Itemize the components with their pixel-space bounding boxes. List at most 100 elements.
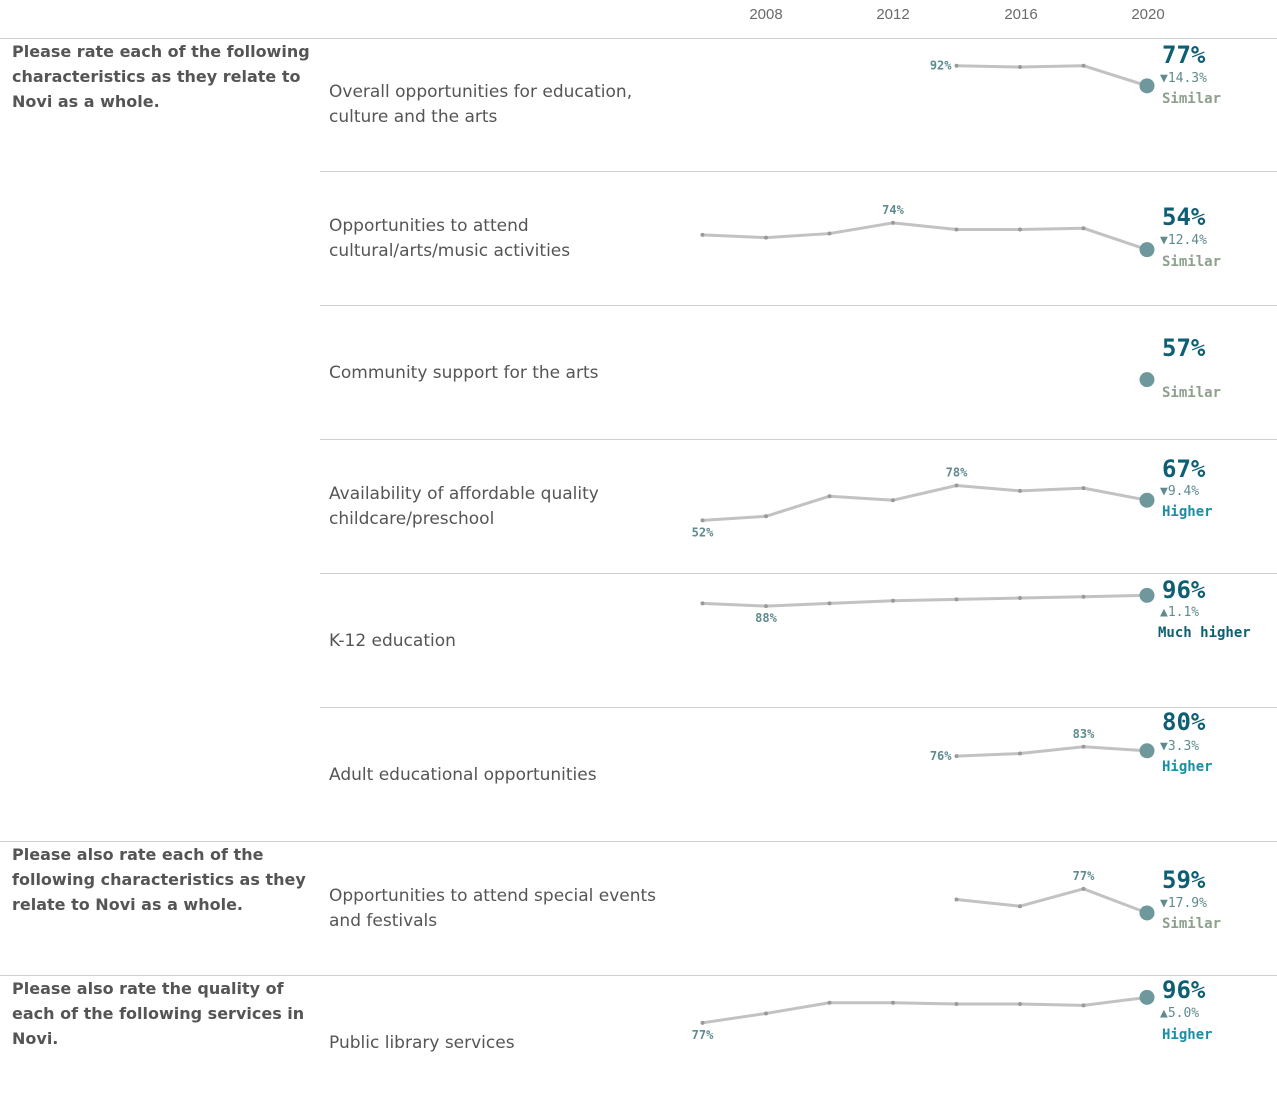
- data-label: 52%: [692, 525, 714, 539]
- data-point: [954, 754, 959, 759]
- sparkline-line: [701, 221, 1149, 252]
- data-point: [827, 1000, 832, 1005]
- current-value: 57%: [1162, 334, 1206, 362]
- sparkline-line: [955, 64, 1149, 88]
- data-point: [1081, 594, 1086, 599]
- current-value: 96%: [1162, 976, 1206, 1004]
- current-value: 77%: [1162, 41, 1206, 69]
- current-value: 67%: [1162, 455, 1206, 483]
- row-label: Overall opportunities for education, cul…: [329, 82, 633, 127]
- divider: [0, 38, 1277, 39]
- data-point: [1018, 227, 1022, 232]
- question-heading-3: Please also rate the quality of each of …: [12, 979, 305, 1048]
- data-point: [1018, 751, 1022, 756]
- divider: [320, 305, 1277, 306]
- data-label: 77%: [692, 1028, 714, 1042]
- divider: [320, 439, 1277, 440]
- data-point: [954, 483, 959, 488]
- change-value: ▼14.3%: [1160, 71, 1207, 86]
- divider: [0, 841, 1277, 842]
- sparkline-series: 76% 83%: [930, 727, 1155, 763]
- data-point: [954, 897, 959, 902]
- data-label: 76%: [930, 749, 952, 763]
- current-value-dot: [1139, 905, 1155, 921]
- sparkline-line: [701, 995, 1149, 1025]
- data-label: 88%: [755, 611, 777, 625]
- current-value-dot: [1139, 78, 1155, 94]
- year-axis-label-2008: 2008: [749, 6, 783, 23]
- change-value: ▼3.3%: [1160, 739, 1200, 754]
- data-point: [1018, 596, 1022, 601]
- data-point: [764, 1011, 768, 1016]
- data-point: [700, 232, 705, 237]
- change-value: ▼12.4%: [1160, 233, 1207, 248]
- data-point: [891, 598, 895, 603]
- current-value-dot: [1139, 372, 1155, 388]
- data-point: [1081, 1003, 1086, 1008]
- sparkline-series: 52% 78%: [692, 465, 1155, 539]
- data-point: [891, 220, 895, 225]
- change-value: ▼9.4%: [1160, 484, 1200, 499]
- data-point: [827, 494, 832, 499]
- data-point: [764, 235, 768, 240]
- data-point: [954, 63, 959, 68]
- current-value: 59%: [1162, 866, 1206, 894]
- data-point: [891, 1000, 895, 1005]
- current-value: 54%: [1162, 203, 1206, 231]
- row-label: Availability of affordable quality child…: [329, 484, 599, 529]
- sparkline-series: 77%: [692, 989, 1155, 1042]
- sparkline-line: [701, 593, 1149, 608]
- data-point: [700, 601, 705, 606]
- sparkline-series: 92%: [930, 59, 1155, 94]
- change-value: ▲5.0%: [1160, 1006, 1200, 1021]
- year-axis-label-2016: 2016: [1004, 6, 1038, 23]
- current-value-dot: [1139, 587, 1155, 603]
- data-point: [827, 231, 832, 236]
- data-point: [1018, 904, 1022, 909]
- current-value-dot: [1139, 989, 1155, 1005]
- comparison-rating: Higher: [1162, 1027, 1213, 1043]
- data-label: 78%: [946, 465, 968, 479]
- data-label: 74%: [882, 203, 904, 217]
- comparison-rating: Higher: [1162, 759, 1213, 775]
- sparkline-series: 77%: [954, 869, 1155, 921]
- question-heading-2: Please also rate each of the following c…: [12, 845, 306, 914]
- row-label: K-12 education: [329, 631, 456, 651]
- sparkline-line: [955, 887, 1149, 915]
- row-label: Opportunities to attend special events a…: [329, 886, 657, 931]
- data-point: [1081, 486, 1086, 491]
- current-value-dot: [1139, 242, 1155, 258]
- divider: [320, 573, 1277, 574]
- data-point: [1081, 226, 1086, 231]
- sparkline-series: [1139, 372, 1155, 388]
- data-point: [891, 498, 895, 503]
- year-axis-label-2012: 2012: [876, 6, 910, 23]
- data-point: [764, 604, 768, 609]
- comparison-rating: Much higher: [1158, 625, 1251, 641]
- data-label: 77%: [1073, 869, 1095, 883]
- sparkline-series: 88%: [700, 587, 1155, 625]
- row-label: Community support for the arts: [329, 363, 599, 383]
- comparison-rating: Similar: [1162, 385, 1222, 401]
- data-label: 92%: [930, 59, 952, 73]
- data-point: [1081, 886, 1086, 891]
- data-point: [827, 601, 832, 606]
- divider: [320, 171, 1277, 172]
- divider: [320, 707, 1277, 708]
- current-value-dot: [1139, 492, 1155, 508]
- data-label: 83%: [1073, 727, 1095, 741]
- comparison-rating: Similar: [1162, 916, 1222, 932]
- row-label: Adult educational opportunities: [329, 765, 597, 785]
- row-label: Public library services: [329, 1033, 515, 1053]
- data-point: [1018, 488, 1022, 493]
- data-point: [764, 514, 768, 519]
- comparison-rating: Higher: [1162, 504, 1213, 520]
- comparison-rating: Similar: [1162, 91, 1222, 107]
- current-value: 80%: [1162, 708, 1206, 736]
- sparkline-line: [701, 483, 1149, 522]
- data-point: [700, 518, 705, 523]
- data-point: [1018, 1002, 1022, 1007]
- question-heading-1: Please rate each of the following charac…: [12, 42, 310, 111]
- current-value: 96%: [1162, 576, 1206, 604]
